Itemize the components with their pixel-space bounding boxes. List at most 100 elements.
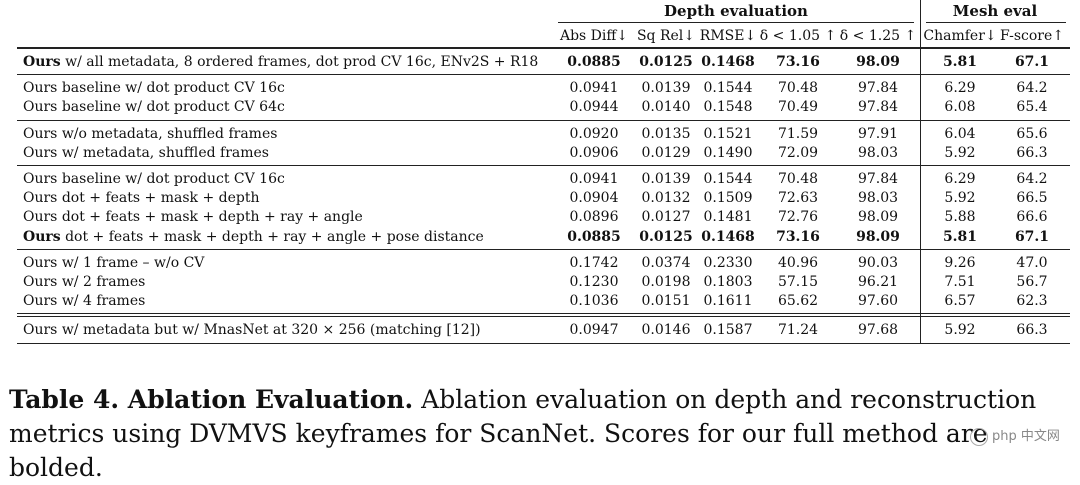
table-cell: 0.1509: [703, 190, 753, 207]
row-label-text: Ours w/ metadata, shuffled frames: [23, 144, 269, 161]
table-cell: 64.2: [1016, 80, 1048, 97]
col-header-delta-105: δ < 1.05 ↑: [759, 28, 837, 44]
table-cell: 98.09: [856, 54, 900, 70]
table-cell: 67.1: [1014, 228, 1050, 245]
col-header-chamfer: Chamfer↓: [923, 28, 997, 44]
table-cell: 6.57: [944, 293, 976, 310]
table-cell: 5.92: [944, 190, 976, 207]
row-label-text: Ours w/ 4 frames: [23, 293, 146, 310]
table-cell: 7.51: [944, 274, 976, 290]
table-row: Ours w/ 1 frame – w/o CV 0.1742 0.0374 0.23…: [0, 253, 1080, 273]
table-cell: 0.0896: [569, 209, 619, 226]
row-label-text: Ours dot + feats + mask + depth: [23, 190, 260, 207]
table-cell: 0.0198: [641, 274, 691, 290]
table-cell: 64.2: [1016, 171, 1048, 187]
row-label-text: Ours w/ metadata but w/ MnasNet at 320 ×…: [23, 322, 481, 339]
row-label: Ours baseline w/ dot product CV 16c: [23, 169, 285, 189]
table-cell: 0.0944: [569, 99, 619, 116]
table-row: Ours w/ all metadata, 8 ordered frames, …: [0, 52, 1080, 72]
table-cell: 0.0127: [641, 209, 691, 226]
table-cell: 0.1521: [703, 125, 753, 142]
table-rule: [17, 165, 1070, 166]
table-cell: 0.0374: [641, 254, 691, 271]
table-cell: 0.0906: [569, 144, 619, 161]
table-cell: 66.3: [1016, 144, 1048, 161]
table-row: Ours dot + feats + mask + depth 0.0904 0.0…: [0, 188, 1080, 208]
table-row: Ours baseline w/ dot product CV 64c 0.094…: [0, 97, 1080, 117]
table-cell: 97.84: [857, 99, 899, 116]
table-cell: 70.48: [777, 171, 819, 187]
table-cell: 0.0947: [569, 322, 619, 339]
table-rule: [17, 248, 1070, 250]
table-cell: 0.0139: [641, 80, 691, 97]
table-row: Ours dot + feats + mask + depth + ray + …: [0, 207, 1080, 227]
row-label: Ours dot + feats + mask + depth: [23, 188, 260, 208]
table-cell: 0.0151: [641, 293, 691, 310]
table-caption: Table 4. Ablation Evaluation. Ablation e…: [9, 383, 1074, 485]
column-separator: [920, 0, 921, 343]
table-rule: [17, 313, 1070, 315]
table-cell: 0.0904: [569, 190, 619, 207]
table-cell: 0.0941: [569, 171, 619, 187]
table-cell: 66.5: [1016, 190, 1048, 207]
table-cell: 0.0885: [567, 228, 621, 245]
row-label-text: Ours w/ 2 frames: [23, 274, 146, 290]
row-label: Ours w/ metadata, shuffled frames: [23, 143, 269, 163]
table-row: Ours w/ metadata, shuffled frames 0.0906 0…: [0, 143, 1080, 163]
table-cell: 0.1468: [701, 54, 755, 70]
table-row: Ours baseline w/ dot product CV 16c 0.094…: [0, 169, 1080, 189]
table-rule: [17, 342, 1070, 344]
table-cell: 72.76: [777, 209, 819, 226]
table-cell: 0.2330: [703, 254, 753, 271]
table-cell: 67.1: [1014, 54, 1050, 70]
table-cell: 0.0941: [569, 80, 619, 97]
row-label-bold: Ours: [23, 54, 61, 70]
table-cell: 0.0132: [641, 190, 691, 207]
caption-text: Ablation evaluation on depth and reconst…: [9, 385, 1037, 482]
table-cell: 97.91: [857, 125, 899, 142]
table-cell: 0.0885: [567, 54, 621, 70]
col-header-fscore: F-score↑: [1000, 28, 1064, 44]
row-label-text: Ours baseline w/ dot product CV 64c: [23, 99, 285, 116]
table-cell: 0.1230: [569, 274, 619, 290]
table-cell: 97.84: [857, 80, 899, 97]
row-label-bold: Ours: [23, 228, 61, 245]
table-cell: 0.1468: [701, 228, 755, 245]
table-cell: 5.88: [944, 209, 976, 226]
table-cell: 98.09: [857, 209, 899, 226]
table-cell: 65.6: [1016, 125, 1048, 142]
row-label: Ours w/o metadata, shuffled frames: [23, 124, 277, 144]
table-cell: 98.09: [856, 228, 900, 245]
table-cell: 0.0129: [641, 144, 691, 161]
table-cell: 97.84: [857, 171, 899, 187]
table-cell: 6.04: [944, 125, 976, 142]
table-cell: 0.0146: [641, 322, 691, 339]
table-cell: 73.16: [776, 228, 820, 245]
row-label-text: Ours baseline w/ dot product CV 16c: [23, 80, 285, 97]
table-cell: 0.0135: [641, 125, 691, 142]
table-row: Ours w/o metadata, shuffled frames 0.0920…: [0, 124, 1080, 144]
row-label-text: Ours w/o metadata, shuffled frames: [23, 125, 278, 142]
table-cell: 72.09: [777, 144, 819, 161]
table-cell: 0.0125: [639, 54, 693, 70]
row-label-text: dot + feats + mask + depth + ray + angle…: [60, 228, 484, 245]
table-cell: 0.1548: [703, 99, 753, 116]
table-cell: 6.29: [944, 80, 976, 97]
table-cell: 0.0920: [569, 125, 619, 142]
watermark-text: php 中文网: [992, 429, 1060, 444]
col-header-abs-diff: Abs Diff↓: [559, 28, 629, 44]
table-cell: 6.08: [944, 99, 976, 116]
table-cell: 57.15: [777, 274, 819, 290]
caption-label: Table 4. Ablation Evaluation.: [9, 385, 414, 414]
table-cell: 96.21: [857, 274, 899, 290]
col-header-delta-125: δ < 1.25 ↑: [839, 28, 917, 44]
table-cell: 0.1803: [703, 274, 753, 290]
depth-eval-group-header: Depth evaluation: [664, 2, 808, 20]
watermark: php 中文网: [970, 425, 1060, 446]
table-rule: [17, 47, 1070, 49]
table-cell: 97.60: [857, 293, 899, 310]
table-row: Ours w/ metadata but w/ MnasNet at 320 ×…: [0, 320, 1080, 340]
table-cell: 98.03: [857, 190, 899, 207]
table-cell: 72.63: [777, 190, 819, 207]
